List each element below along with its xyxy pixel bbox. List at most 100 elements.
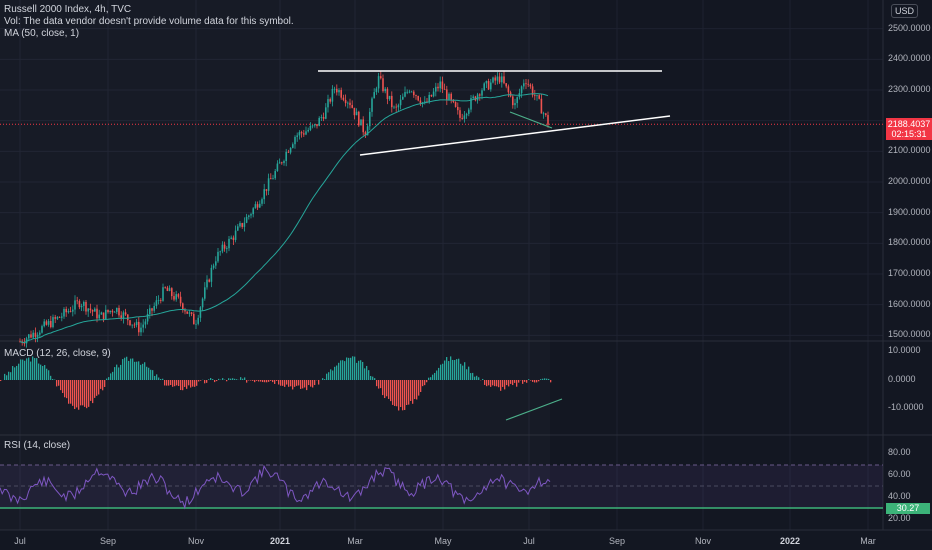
macd-bar	[68, 380, 70, 404]
macd-bar	[442, 363, 444, 380]
candle	[197, 314, 199, 326]
macd-bar	[106, 378, 108, 380]
macd-bar	[194, 380, 196, 387]
candle	[206, 275, 208, 290]
candle	[193, 311, 195, 325]
candle-body	[133, 324, 136, 326]
candle	[190, 311, 193, 317]
candle	[358, 110, 360, 128]
candle-body	[320, 117, 323, 118]
candle	[138, 316, 140, 336]
candle	[465, 112, 468, 119]
candle	[160, 298, 162, 304]
candle-body	[498, 76, 501, 83]
candle	[545, 112, 547, 117]
macd-bar	[352, 356, 354, 380]
candle-body	[94, 308, 96, 312]
candle-body	[91, 310, 94, 312]
currency-badge[interactable]: USD	[890, 4, 918, 18]
macd-bar	[234, 378, 236, 380]
macd-bar	[408, 380, 410, 405]
candle	[384, 86, 386, 94]
macd-bar	[502, 380, 504, 387]
candle-body	[439, 81, 441, 89]
candle-body	[386, 88, 389, 100]
candle-body	[479, 94, 481, 96]
macd-bar	[244, 377, 246, 380]
macd-bar	[218, 378, 220, 380]
macd-bar	[148, 367, 150, 380]
macd-bar	[472, 372, 474, 380]
candle	[327, 94, 329, 113]
candle-body	[428, 94, 430, 103]
candle-body	[254, 204, 257, 209]
macd-bar	[496, 380, 498, 387]
candle-body	[430, 94, 433, 97]
candle	[443, 83, 446, 90]
candle	[404, 86, 406, 98]
candle	[237, 223, 239, 232]
candle	[485, 80, 488, 88]
candle	[259, 200, 261, 209]
candle	[232, 235, 235, 246]
macd-bar	[214, 380, 216, 383]
candle	[219, 250, 221, 256]
macd-bar	[306, 380, 308, 391]
macd-bar	[136, 361, 138, 380]
price-axis-label: 2400.0000	[888, 53, 931, 64]
candle-body	[454, 101, 457, 107]
candle-body	[353, 107, 356, 116]
candle	[122, 310, 125, 324]
time-axis-label: 2022	[779, 536, 801, 546]
candle	[45, 319, 48, 326]
candle-body	[298, 132, 301, 136]
macd-bar	[426, 380, 428, 383]
macd-bar	[56, 380, 58, 387]
candle-body	[127, 314, 129, 321]
candle	[492, 76, 494, 84]
macd-bar	[448, 361, 450, 380]
candle-body	[173, 296, 175, 300]
candle-body	[369, 111, 371, 127]
candle	[129, 319, 131, 327]
macd-bar	[518, 380, 520, 383]
price-axis-label: 1900.0000	[888, 206, 931, 217]
macd-bar	[322, 378, 324, 380]
macd-bar	[44, 365, 46, 380]
macd-bar	[46, 368, 48, 380]
candle-body	[230, 237, 232, 239]
candle	[399, 95, 402, 110]
macd-bar	[62, 380, 64, 393]
macd-bar	[508, 380, 510, 387]
candle	[287, 149, 290, 154]
candle-body	[443, 89, 446, 90]
macd-bar	[456, 359, 458, 380]
candle	[483, 82, 485, 92]
candle-body	[342, 97, 345, 100]
candle	[386, 87, 389, 105]
macd-bar	[274, 380, 276, 384]
candle-body	[157, 300, 160, 301]
rsi-current-tag: 30.27	[886, 503, 930, 514]
candle-body	[287, 151, 290, 153]
candle-body	[263, 189, 265, 200]
candle	[272, 174, 274, 180]
candle	[54, 314, 56, 323]
candle	[195, 319, 197, 330]
candle	[415, 94, 417, 100]
candle	[118, 305, 120, 318]
candle-body	[507, 86, 510, 93]
macd-bar	[336, 365, 338, 380]
candle	[523, 79, 525, 90]
candle	[501, 72, 503, 88]
candle-body	[316, 124, 318, 127]
candle-body	[149, 308, 151, 314]
candle-body	[534, 95, 536, 97]
support-trendline	[359, 115, 671, 156]
candle	[494, 75, 496, 85]
candle-body	[261, 199, 263, 204]
candle-body	[545, 113, 547, 116]
macd-bar	[32, 356, 34, 380]
macd-bar	[394, 380, 396, 407]
